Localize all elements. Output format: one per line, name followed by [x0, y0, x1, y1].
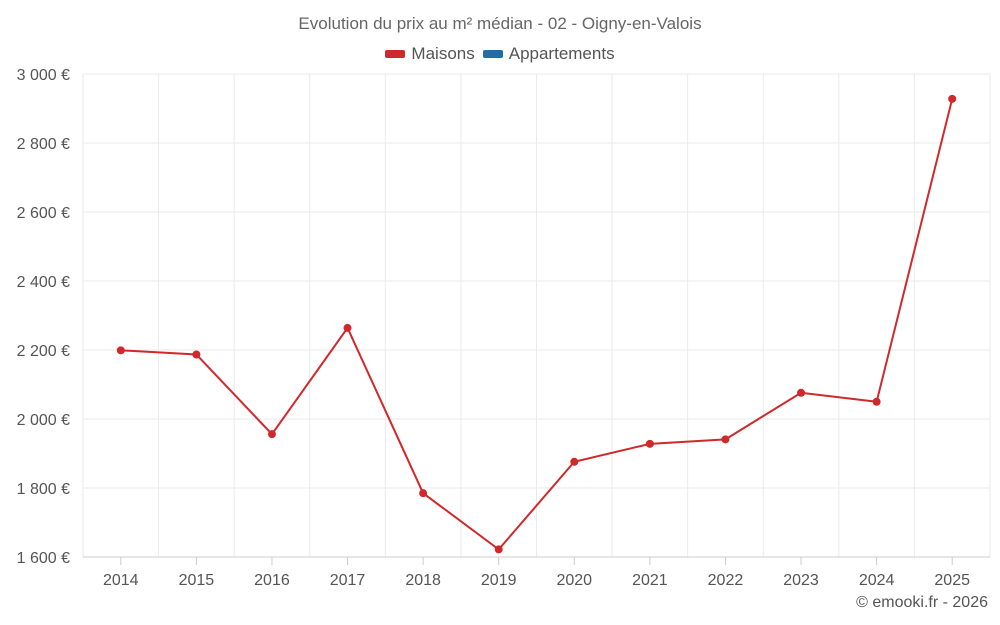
chart-title: Evolution du prix au m² médian - 02 - Oi…	[298, 14, 702, 33]
copyright-credit: © emooki.fr - 2026	[856, 594, 988, 611]
legend-label-appartements: Appartements	[508, 44, 615, 63]
y-tick-label: 1 800 €	[17, 481, 70, 498]
data-point-maisons	[570, 457, 579, 466]
data-point-maisons	[948, 94, 957, 103]
x-tick-label: 2015	[179, 572, 215, 589]
data-point-maisons	[721, 435, 730, 444]
legend-label-maisons: Maisons	[411, 44, 475, 63]
series-line-maisons	[120, 98, 954, 551]
x-tick-label: 2019	[481, 572, 517, 589]
legend-item-appartements[interactable]: Appartements	[482, 44, 615, 64]
y-tick-label: 2 600 €	[17, 205, 70, 222]
y-tick-label: 2 000 €	[17, 412, 70, 429]
x-tick-label: 2024	[859, 572, 895, 589]
legend-item-maisons[interactable]: Maisons	[385, 44, 475, 64]
data-point-maisons	[872, 397, 881, 406]
data-point-maisons	[116, 346, 125, 355]
x-tick-label: 2023	[783, 572, 819, 589]
legend-swatch-maisons	[385, 50, 406, 58]
x-tick-label: 2022	[708, 572, 744, 589]
data-point-maisons	[192, 350, 201, 359]
data-point-maisons	[797, 388, 806, 397]
legend-swatch-appartements	[482, 50, 503, 58]
x-tick-label: 2020	[556, 572, 592, 589]
x-tick-label: 2017	[330, 572, 366, 589]
data-point-maisons	[343, 323, 352, 332]
data-point-maisons	[419, 489, 428, 498]
x-tick-label: 2021	[632, 572, 668, 589]
data-point-maisons	[494, 545, 503, 554]
y-tick-label: 2 200 €	[17, 343, 70, 360]
legend: Maisons Appartements	[0, 44, 1000, 64]
data-point-maisons	[645, 439, 654, 448]
x-tick-label: 2025	[934, 572, 970, 589]
x-tick-label: 2014	[103, 572, 139, 589]
data-point-maisons	[267, 430, 276, 439]
x-tick-label: 2018	[405, 572, 441, 589]
y-tick-label: 2 800 €	[17, 136, 70, 153]
y-tick-label: 3 000 €	[17, 67, 70, 84]
y-tick-label: 1 600 €	[17, 550, 70, 567]
x-tick-label: 2016	[254, 572, 290, 589]
y-tick-label: 2 400 €	[17, 274, 70, 291]
